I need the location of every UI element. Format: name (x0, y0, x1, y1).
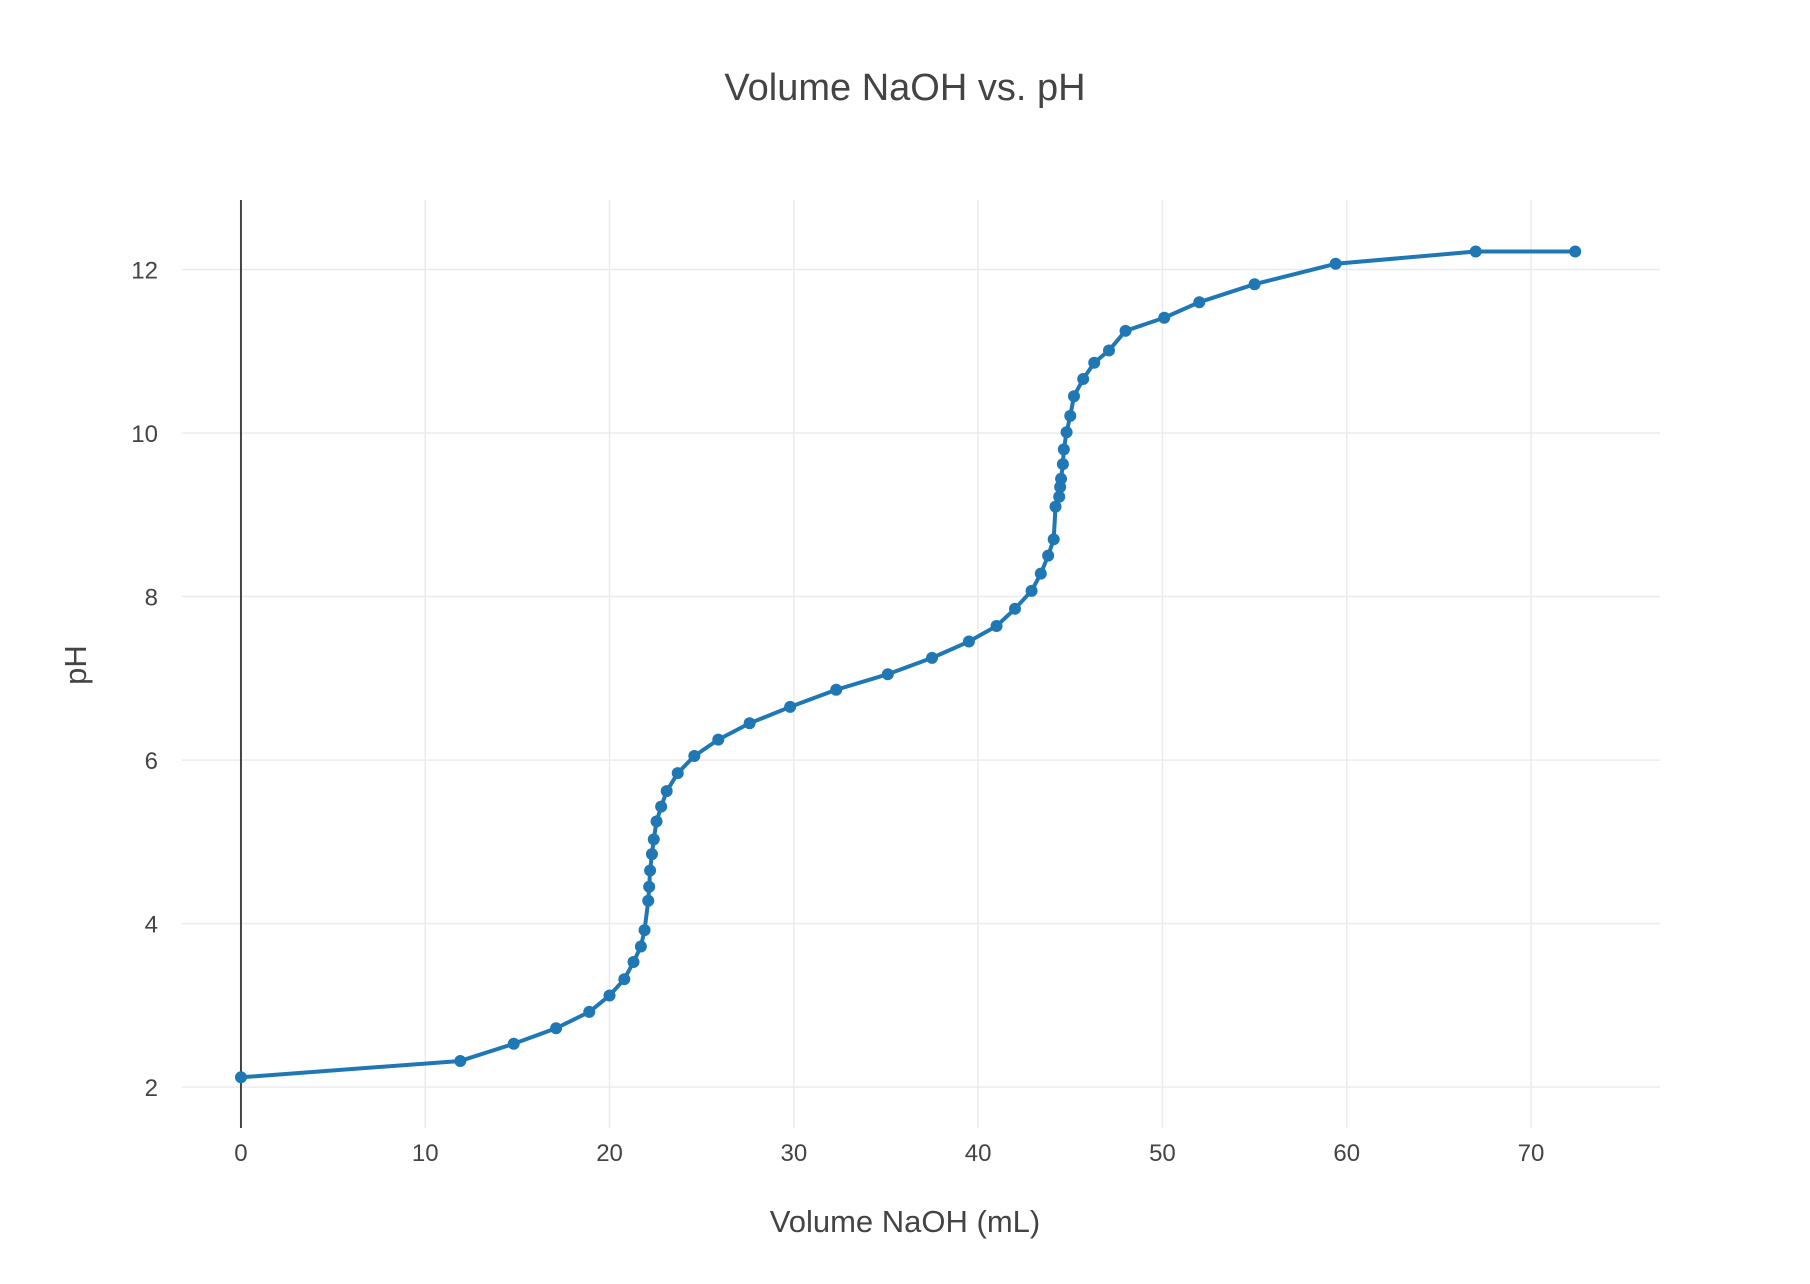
gridlines (182, 200, 1660, 1128)
data-point (1248, 278, 1261, 291)
marker-layer (234, 245, 1582, 1084)
data-point (1042, 549, 1055, 562)
data-point (618, 973, 631, 986)
y-tick-label: 10 (131, 421, 158, 448)
data-point (642, 894, 655, 907)
y-tick-label: 2 (145, 1075, 158, 1102)
data-point (1102, 344, 1115, 357)
x-axis-ticks: 0 10 20 30 40 50 60 70 (234, 1140, 1544, 1167)
y-tick-label: 8 (145, 585, 158, 612)
data-point (507, 1037, 520, 1050)
data-point (990, 619, 1003, 632)
x-tick-label: 0 (234, 1140, 247, 1167)
data-point (647, 833, 660, 846)
data-point (743, 717, 756, 730)
data-point (881, 668, 894, 681)
data-point (1067, 390, 1080, 403)
data-point (1329, 257, 1342, 270)
x-tick-label: 10 (412, 1140, 439, 1167)
series-line (240, 249, 1576, 1080)
data-point (1119, 324, 1132, 337)
data-point (1025, 584, 1038, 597)
data-point (1057, 443, 1070, 456)
data-point (1088, 356, 1101, 369)
data-point (671, 767, 684, 780)
data-point (643, 880, 656, 893)
data-point (926, 651, 939, 664)
x-axis-title: Volume NaOH (mL) (770, 1204, 1040, 1239)
data-point (234, 1071, 247, 1084)
data-point (638, 924, 651, 937)
chart-title: Volume NaOH vs. pH (724, 67, 1085, 109)
data-point (1049, 500, 1062, 513)
data-point (1047, 533, 1060, 546)
data-point (634, 940, 647, 953)
data-point (603, 989, 616, 1002)
data-point (1060, 426, 1073, 439)
data-point (655, 800, 668, 813)
data-point (1469, 245, 1482, 258)
x-tick-label: 30 (780, 1140, 807, 1167)
data-point (1034, 567, 1047, 580)
data-point (1053, 490, 1066, 503)
data-point (1077, 373, 1090, 386)
y-axis-title: pH (58, 645, 93, 685)
data-point (550, 1022, 563, 1035)
data-point (688, 749, 701, 762)
y-tick-label: 6 (145, 748, 158, 775)
data-point (1193, 296, 1206, 309)
data-point (1008, 602, 1021, 615)
data-point (1569, 245, 1582, 258)
data-point (830, 683, 843, 696)
data-point (712, 733, 725, 746)
data-point (644, 864, 657, 877)
data-point (645, 848, 658, 861)
data-point (583, 1005, 596, 1018)
y-tick-label: 4 (145, 912, 158, 939)
x-tick-label: 20 (596, 1140, 623, 1167)
x-tick-label: 50 (1149, 1140, 1176, 1167)
data-point (1056, 458, 1069, 471)
data-point (1064, 409, 1077, 422)
y-tick-label: 12 (131, 257, 158, 284)
data-point (1055, 472, 1068, 485)
x-tick-label: 60 (1333, 1140, 1360, 1167)
data-point (660, 785, 673, 798)
data-point (962, 635, 975, 648)
data-point (1158, 311, 1171, 324)
x-tick-label: 40 (965, 1140, 992, 1167)
y-axis-ticks: 2 4 6 8 10 12 (131, 257, 158, 1102)
data-point (784, 700, 797, 713)
x-tick-label: 70 (1518, 1140, 1545, 1167)
data-point (454, 1054, 467, 1067)
series-layer (240, 249, 1576, 1080)
data-point (650, 815, 663, 828)
data-point (627, 956, 640, 969)
